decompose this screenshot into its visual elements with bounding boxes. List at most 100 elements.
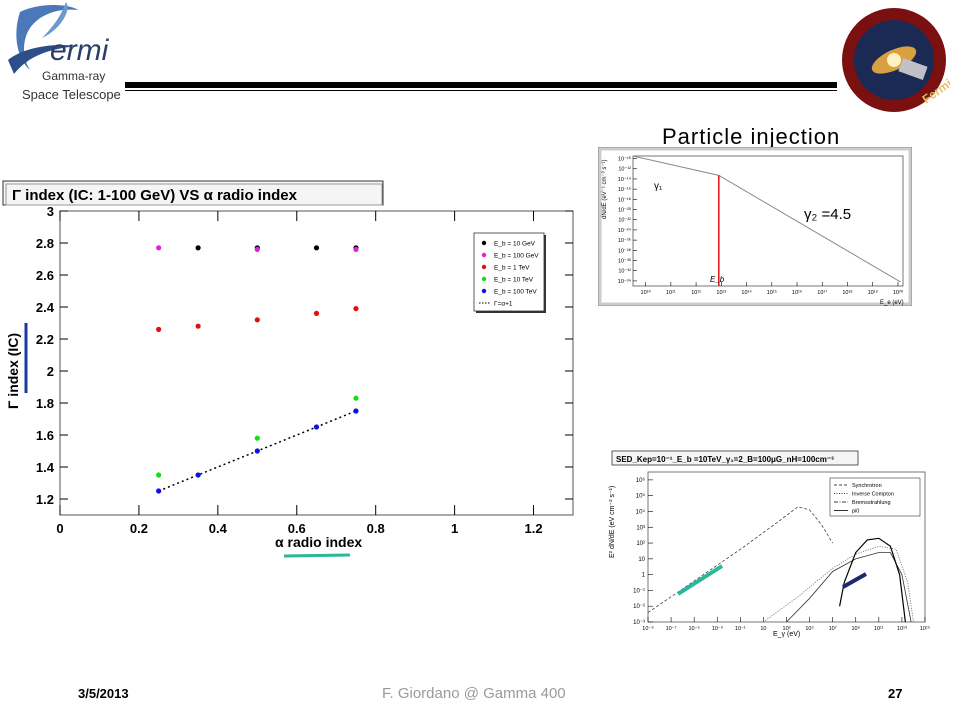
data-point	[156, 326, 162, 332]
data-point	[195, 323, 201, 329]
legend-label: pi0	[852, 509, 859, 515]
y-tick-label: 10⁻²⁶	[618, 237, 631, 244]
x-tick-label: 1	[451, 521, 458, 536]
legend-label: Inverse Compton	[852, 492, 894, 498]
chart-title: Γ index (IC: 1-100 GeV) VS α radio index	[12, 187, 298, 204]
bremsstrahlung-curve	[786, 552, 912, 623]
y-tick-label: 10⁻³	[633, 620, 645, 626]
header-rule	[125, 82, 837, 88]
x-tick-label: 10	[760, 626, 766, 632]
data-point	[254, 435, 260, 441]
y-tick-label: 1	[642, 573, 646, 579]
legend-label: Synchrotron	[852, 483, 882, 489]
footer-date: 3/5/2013	[78, 686, 129, 701]
x-tick-label: 10¹³	[897, 626, 907, 632]
x-ticks: 10⁻⁹ 10⁻⁷ 10⁻⁵ 10⁻³ 10⁻¹ 10 10³ 10⁵ 10⁷ 10⁹ 10¹¹ 10…	[642, 617, 930, 632]
legend-label: Γ=α+1	[494, 301, 513, 308]
x-tick-label: 10¹¹	[874, 626, 884, 632]
x-tick-label: 10⁻⁹	[642, 625, 653, 632]
y-tick-label: 10⁻²²	[618, 218, 631, 224]
data-point	[313, 310, 320, 316]
logo-line1: Gamma-ray	[42, 69, 105, 83]
gamma-band-marker	[842, 572, 867, 589]
x-label-underline	[283, 553, 351, 558]
y-tick-label: 10⁻³⁴	[618, 278, 632, 285]
data-point	[195, 245, 201, 251]
inverse-compton-curve	[763, 545, 914, 623]
x-tick-label: 10⁵	[805, 625, 813, 632]
y-tick-label: 1.4	[36, 460, 55, 475]
radio-band-marker	[676, 564, 724, 596]
data-point	[313, 424, 320, 430]
x-ticks: 10¹⁰ 10¹¹ 10¹² 10¹³ 10¹⁴ 10¹⁵ 10¹⁶ 10¹⁷ 10¹⁸ 10¹⁹…	[641, 282, 904, 296]
fermi-logo: ermi Gamma-ray Space Telescope	[8, 2, 121, 102]
y-tick-label: 2.8	[36, 236, 54, 251]
satellite-icon	[898, 57, 928, 81]
y-ticks: 10⁻³ 10⁻² 10⁻¹ 1 10 10² 10³ 10⁴ 10⁵ 10⁶	[633, 477, 653, 626]
injection-spectrum-chart: 10⁻¹⁰ 10⁻¹² 10⁻¹⁴ 10⁻¹⁶ 10⁻¹⁸ 10⁻²⁰ 10⁻²² 10⁻²⁴…	[598, 147, 912, 306]
legend-marker	[481, 240, 487, 246]
legend-marker	[481, 288, 487, 294]
chart-title: SED_Kep=10⁻¹_E_b =10TeV_γ₁=2_B=100μG_nH=…	[616, 455, 834, 464]
x-tick-label: 0.2	[130, 521, 148, 536]
x-tick-label: 0.6	[288, 521, 306, 536]
y-tick-label: 10⁻²⁸	[618, 247, 631, 254]
x-tick-label: 10¹⁶	[792, 289, 802, 296]
chart-title-box	[2, 180, 384, 206]
y-axis-label: E² dN/dE (eV cm⁻² s⁻¹)	[609, 486, 616, 558]
legend-shadow	[476, 311, 546, 313]
y-axis-label: Γ index (IC)	[5, 333, 21, 409]
data-point	[156, 245, 162, 251]
legend-marker	[481, 264, 487, 270]
y-axis-label: dN/dE (eV⁻¹ cm⁻³ s⁻¹)	[602, 159, 608, 219]
legend-marker	[481, 276, 487, 282]
x-tick-label: 10⁻⁵	[689, 625, 700, 632]
y-tick-label: 10	[638, 557, 645, 563]
data-point	[156, 472, 162, 478]
x-tick-label: 10¹⁸	[842, 289, 852, 296]
y-tick-label: 10⁻¹⁶	[618, 186, 631, 193]
data-point	[353, 306, 359, 312]
plot-frame	[632, 155, 904, 287]
x-tick-label: 10⁷	[829, 625, 837, 632]
chart-title-box	[611, 450, 859, 466]
y-tick-label: 10⁻¹	[633, 588, 645, 594]
legend-box	[829, 477, 921, 517]
data-point	[254, 448, 260, 454]
y-tick-label: 10⁻¹⁴	[618, 176, 632, 183]
x-tick-label: 0	[56, 521, 63, 536]
y-tick-label: 1.8	[36, 396, 54, 411]
x-axis-label: E_e (eV)	[880, 300, 904, 306]
x-tick-label: 10¹⁰	[641, 289, 652, 296]
x-tick-label: 10¹¹	[666, 290, 676, 296]
footer-author: F. Giordano @ Gamma 400	[382, 685, 566, 702]
annotation-gamma1: γ₁	[654, 181, 663, 192]
y-tick-label: 10³	[636, 525, 645, 531]
annotation-eb: E_b	[710, 275, 725, 284]
x-tick-label: 10¹⁵	[920, 625, 930, 632]
logo-line2: Space Telescope	[22, 87, 121, 102]
y-tick-label: 10⁶	[636, 477, 646, 484]
data-point	[156, 488, 162, 494]
legend-label: E_b = 10 GeV	[494, 241, 536, 248]
x-axis-label: α radio index	[275, 534, 362, 550]
x-ticks: 0 0.2 0.4 0.6 0.8 1 1.2	[56, 211, 543, 536]
x-tick-label: 10⁻¹	[735, 626, 746, 632]
y-tick-label: 10⁻¹⁸	[618, 196, 631, 203]
y-tick-label: 1.2	[36, 492, 54, 507]
data-point	[254, 317, 260, 323]
legend-label: E_b = 1 TeV	[494, 265, 530, 272]
x-tick-label: 10¹²	[691, 290, 701, 296]
y-tick-label: 10⁵	[636, 493, 646, 500]
particle-injection-title: Particle injection	[662, 124, 841, 149]
y-ticks: 1.2 1.4 1.6 1.8 2 2.2 2.4 2.6 2.8 3	[36, 204, 573, 507]
y-tick-label: 10⁻³²	[618, 269, 631, 275]
data-point	[353, 395, 359, 401]
x-tick-label: 10⁻⁷	[666, 625, 677, 632]
gamma-index-chart: Γ index (IC: 1-100 GeV) VS α radio index…	[0, 175, 585, 573]
logo-swoosh-icon	[16, 5, 78, 70]
x-tick-label: 1.2	[524, 521, 542, 536]
legend-marker	[481, 252, 487, 258]
x-tick-label: 0.4	[209, 521, 228, 536]
legend-shadow	[544, 235, 546, 313]
